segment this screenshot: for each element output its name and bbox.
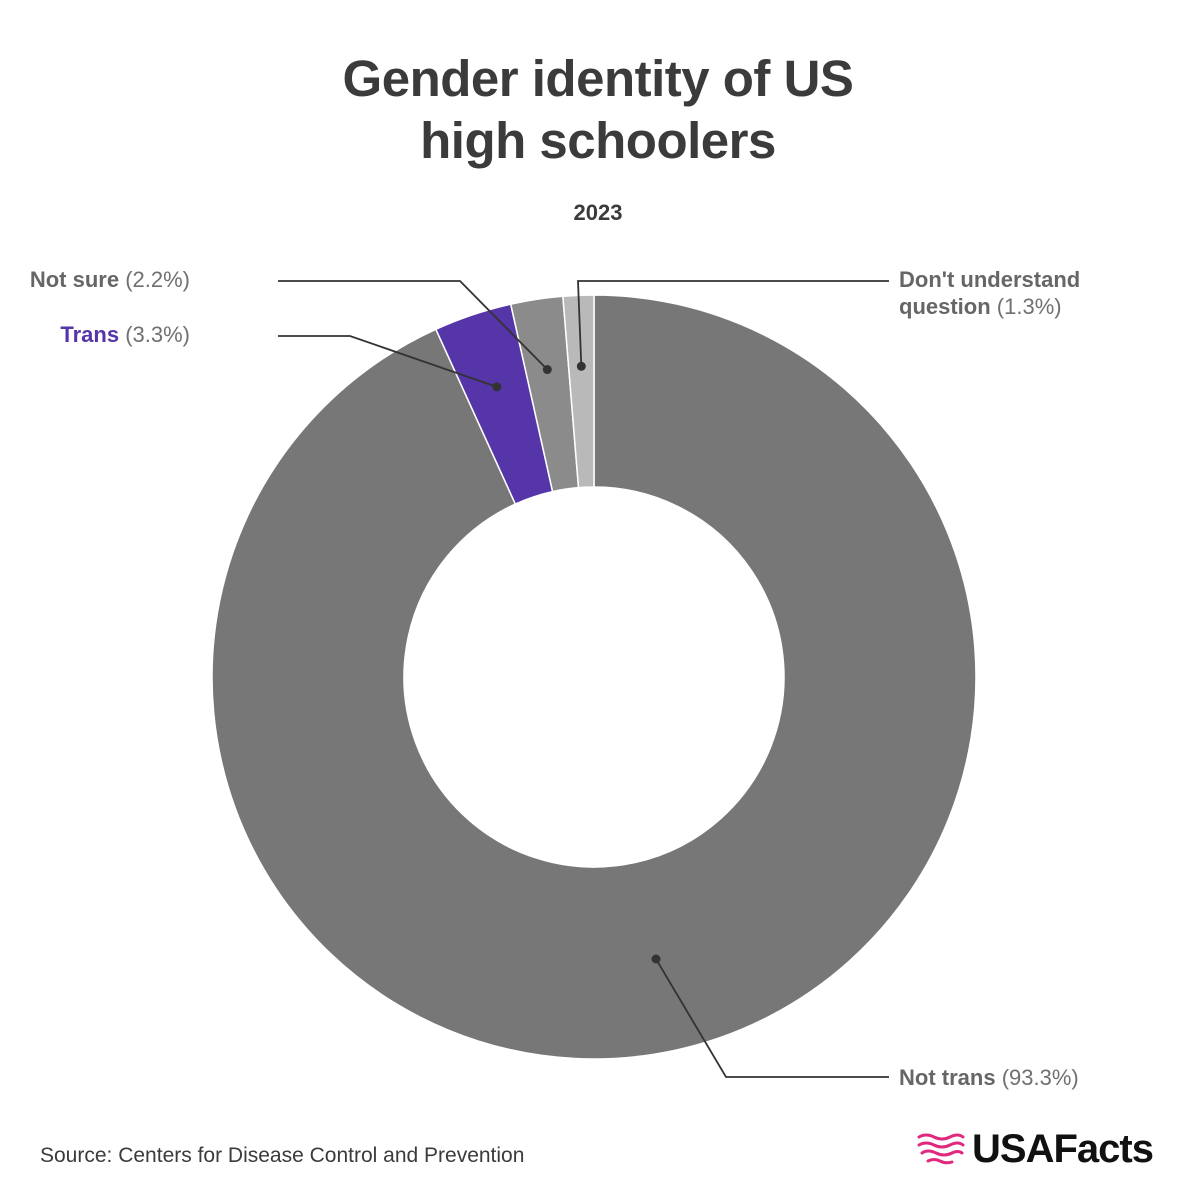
label-leader-lines [278, 280, 889, 1078]
label-not-trans-pct: (93.3%) [1002, 1065, 1079, 1090]
label-dont-understand-pct: (1.3%) [997, 294, 1062, 319]
leader-dot-trans [492, 382, 502, 392]
label-not-sure-pct: (2.2%) [125, 267, 190, 292]
slice-dont-understand [562, 294, 595, 489]
label-dont-understand-name: Don't understand [899, 267, 1080, 292]
leader-not-trans [655, 958, 889, 1078]
chart-title-line-1: Gender identity of US [342, 50, 854, 107]
usafacts-logo: USAFacts [916, 1126, 1154, 1172]
label-trans-pct: (3.3%) [125, 322, 190, 347]
label-dont-understand-name-2: question [899, 294, 991, 319]
leader-dot-not-sure [542, 365, 552, 375]
logo-text: USAFacts [972, 1126, 1154, 1171]
label-dont-understand: Don't understand [899, 267, 1080, 292]
label-not-sure-name: Not sure [30, 267, 119, 292]
label-not-trans-name: Not trans [899, 1065, 996, 1090]
leader-not-sure [278, 280, 548, 371]
label-not-sure: Not sure (2.2%) [30, 267, 190, 292]
chart-title: Gender identity of US high schoolers [0, 48, 1196, 172]
label-dont-understand-line2: question (1.3%) [899, 294, 1062, 319]
donut-slices [211, 294, 977, 1060]
chart-title-line-2: high schoolers [420, 112, 776, 169]
leader-dot-not-trans [651, 954, 661, 964]
slice-not-trans [211, 294, 977, 1060]
us-map-icon [917, 1133, 965, 1165]
leader-dot-dont-understand [576, 361, 586, 371]
leader-dont-understand [577, 280, 889, 367]
label-not-trans: Not trans (93.3%) [899, 1065, 1079, 1090]
leader-trans [278, 335, 498, 388]
chart-subtitle: 2023 [573, 200, 623, 225]
label-trans-name: Trans [60, 322, 119, 347]
label-trans: Trans (3.3%) [60, 322, 190, 347]
source-note: Source: Centers for Disease Control and … [40, 1144, 525, 1167]
